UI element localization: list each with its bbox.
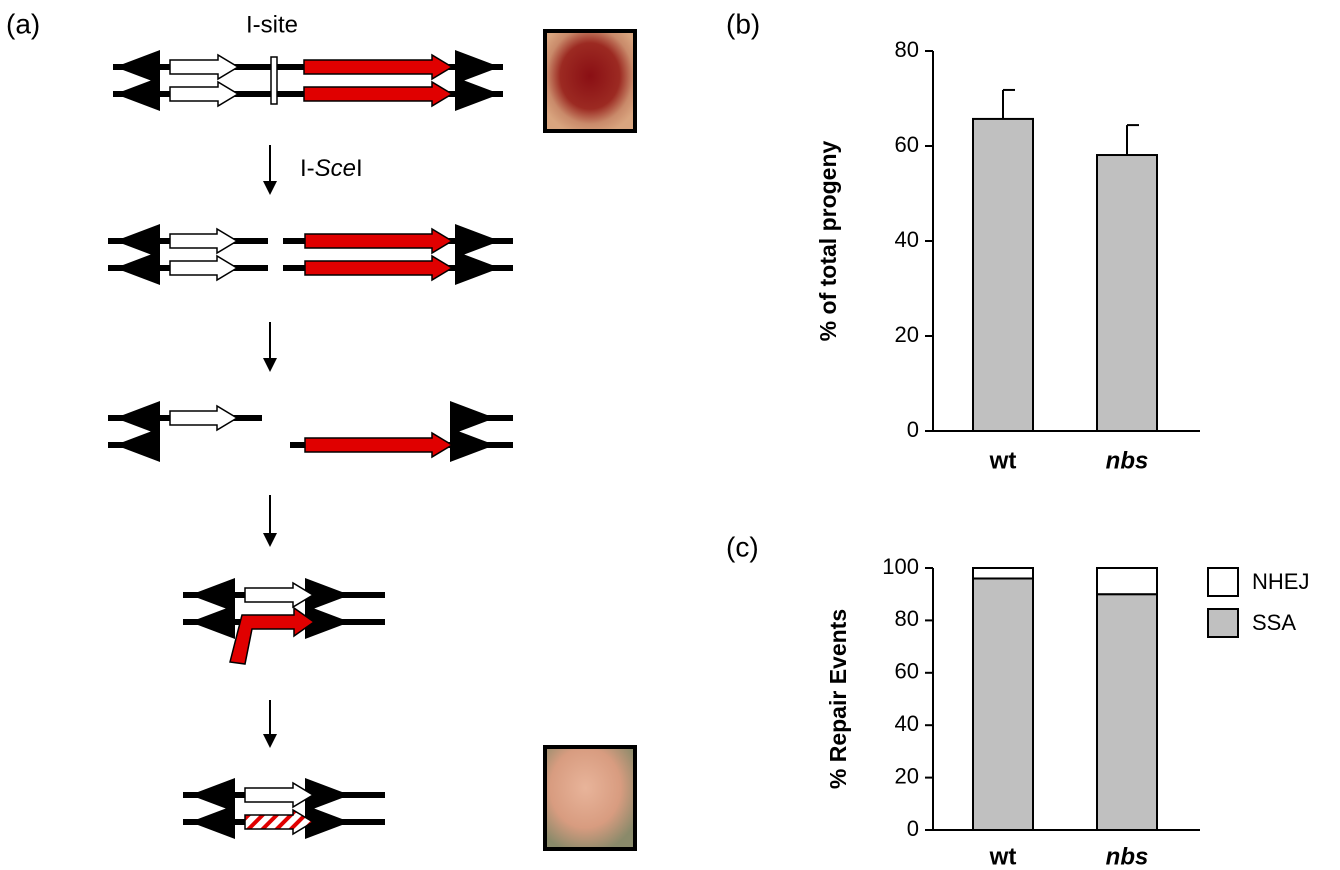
gene-arrow <box>244 781 315 809</box>
repeat-end <box>115 428 160 462</box>
gene-arrow <box>303 53 454 81</box>
legend-label: NHEJ <box>1252 569 1309 594</box>
panel-label: (b) <box>726 8 760 39</box>
repeat-end <box>305 578 350 612</box>
repeat-end <box>190 805 235 839</box>
repeat-end <box>115 224 160 258</box>
repeat-end <box>115 401 160 435</box>
repeat-end <box>190 578 235 612</box>
y-axis-label: % of total progeny <box>815 140 841 341</box>
legend-swatch <box>1207 608 1239 638</box>
y-tick-label: 80 <box>895 606 919 631</box>
gene-arrow <box>304 227 454 255</box>
eye-photo <box>543 745 637 851</box>
repeat-end <box>305 605 350 639</box>
step-arrow-head <box>263 734 277 748</box>
enzyme-italic: Sce <box>315 155 356 182</box>
repeat-end <box>450 428 495 462</box>
repeat-end <box>115 77 160 111</box>
repeat-end <box>455 50 500 84</box>
repeat-end <box>455 77 500 111</box>
repeat-end <box>190 605 235 639</box>
bar-segment <box>1096 567 1158 596</box>
repeat-end <box>305 805 350 839</box>
bar <box>1096 154 1158 432</box>
legend-label: SSA <box>1252 610 1296 635</box>
repeat-end <box>115 251 160 285</box>
gene-arrow <box>169 254 239 282</box>
repeat-end <box>450 401 495 435</box>
site-label: I-site <box>246 11 298 38</box>
gene-arrow <box>303 80 454 108</box>
repeat-end <box>455 224 500 258</box>
repeat-end <box>455 251 500 285</box>
enzyme-label: I-SceI <box>300 155 363 182</box>
i-site <box>270 56 278 105</box>
eye-photo <box>543 29 637 133</box>
step-arrow-head <box>263 358 277 372</box>
y-tick-label: 20 <box>895 322 919 347</box>
repeat-end <box>190 778 235 812</box>
bar-segment <box>972 567 1034 580</box>
x-tick-label: nbs <box>1106 447 1149 474</box>
y-tick-label: 0 <box>907 417 919 442</box>
enzyme-suffix: I <box>356 155 363 182</box>
x-tick-label: nbs <box>1106 843 1149 870</box>
panel-label: (a) <box>6 8 40 39</box>
gene-arrow <box>244 581 315 609</box>
y-tick-label: 80 <box>895 37 919 62</box>
enzyme-prefix: I- <box>300 155 315 182</box>
gene-arrow <box>304 254 454 282</box>
y-tick-label: 40 <box>895 711 919 736</box>
y-tick-label: 60 <box>895 132 919 157</box>
gene-arrow <box>244 808 315 836</box>
gene-arrow <box>169 404 239 432</box>
y-axis-label: % Repair Events <box>825 609 851 789</box>
y-tick-label: 60 <box>895 659 919 684</box>
repeat-end <box>115 50 160 84</box>
x-tick-label: wt <box>989 843 1017 870</box>
repeat-end <box>305 778 350 812</box>
y-tick-label: 100 <box>882 554 919 579</box>
y-tick-label: 0 <box>907 816 919 841</box>
bent-arrow <box>229 606 316 665</box>
gene-arrow <box>304 431 454 459</box>
x-tick-label: wt <box>989 447 1017 474</box>
step-arrow-head <box>263 181 277 195</box>
bar-segment <box>972 577 1034 831</box>
step-arrow-head <box>263 533 277 547</box>
diagram <box>108 50 513 839</box>
gene-arrow <box>169 53 240 81</box>
bar <box>972 117 1034 433</box>
y-tick-label: 40 <box>895 227 919 252</box>
bar-segment <box>1096 593 1158 832</box>
y-tick-label: 20 <box>895 763 919 788</box>
panel-label: (c) <box>726 531 759 562</box>
gene-arrow <box>169 227 239 255</box>
gene-arrow <box>169 80 240 108</box>
legend-swatch <box>1207 567 1239 597</box>
